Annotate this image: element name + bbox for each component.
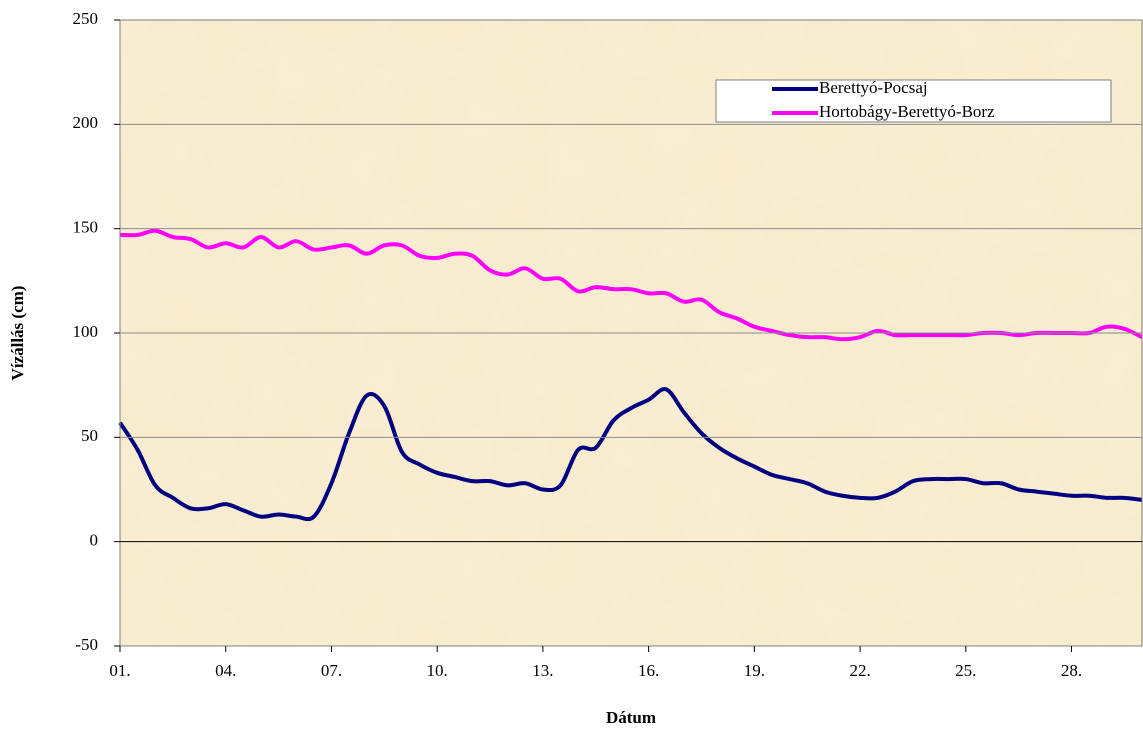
- legend-label: Berettyó-Pocsaj: [819, 78, 928, 97]
- y-axis-label: Vízállás (cm): [8, 286, 27, 381]
- x-tick-label: 13.: [532, 661, 553, 680]
- x-tick-label: 16.: [638, 661, 659, 680]
- x-tick-label: 25.: [955, 661, 976, 680]
- x-tick-label: 07.: [321, 661, 342, 680]
- x-tick-label: 22.: [849, 661, 870, 680]
- series-line: [119, 228, 1143, 342]
- x-tick-label: 01.: [109, 661, 130, 680]
- y-tick-label: 50: [81, 426, 98, 445]
- x-tick-label: 19.: [744, 661, 765, 680]
- y-tick-label: 200: [73, 113, 99, 132]
- x-tick-label: 28.: [1061, 661, 1082, 680]
- series-line: [118, 387, 1143, 522]
- x-tick-label: 04.: [215, 661, 236, 680]
- legend-label: Hortobágy-Berettyó-Borz: [819, 102, 995, 121]
- x-axis-label: Dátum: [606, 708, 656, 727]
- y-tick-label: 0: [90, 531, 99, 550]
- x-tick-label: 10.: [427, 661, 448, 680]
- y-tick-label: 150: [73, 218, 99, 237]
- y-tick-label: 250: [73, 9, 99, 28]
- y-tick-label: -50: [75, 635, 98, 654]
- y-tick-label: 100: [73, 322, 99, 341]
